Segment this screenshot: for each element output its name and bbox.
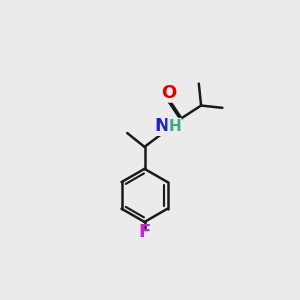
Text: H: H (168, 118, 181, 134)
Text: F: F (138, 223, 151, 241)
Text: O: O (161, 84, 176, 102)
Text: N: N (155, 117, 170, 135)
